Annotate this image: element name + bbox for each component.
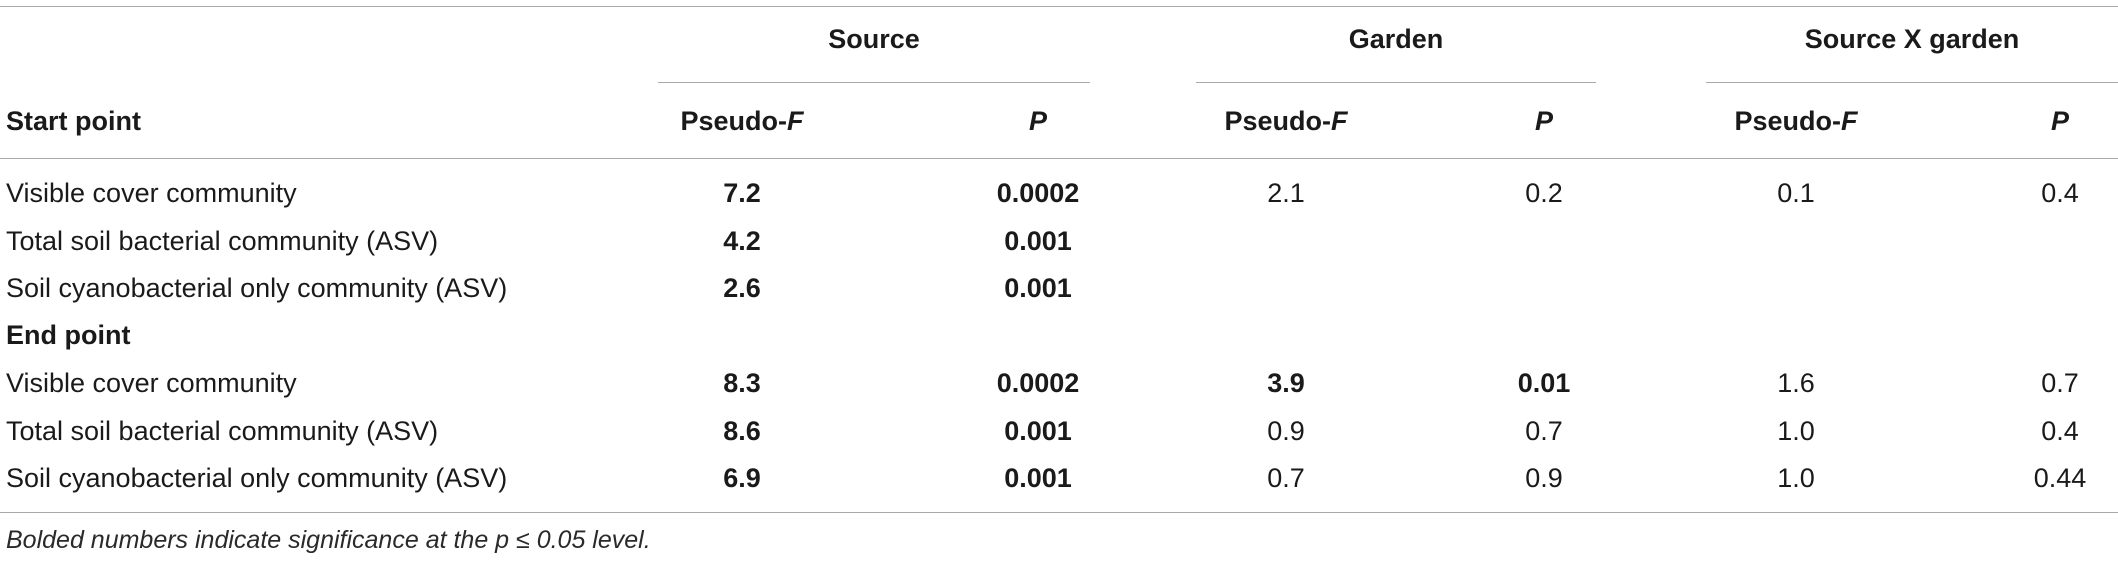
- group-header-garden: Garden: [1348, 24, 1444, 54]
- subheader-source-pseudo-f: Pseudo-F: [680, 106, 803, 136]
- stub-header: Start point: [6, 106, 141, 136]
- table-cell-garden-p: 0.7: [1525, 416, 1563, 446]
- subheader-italic: P: [2050, 106, 2070, 136]
- table-cell-source-pseudo-f: 8.3: [723, 368, 761, 398]
- bottom-rule: [0, 512, 2118, 513]
- table-cell-sxg-p: 0.7: [2041, 368, 2079, 398]
- table-footnote: Bolded numbers indicate significance at …: [6, 526, 651, 554]
- table-cell-sxg-p: 0.4: [2041, 178, 2079, 208]
- subheader-source-p: P: [1029, 106, 1047, 136]
- row-label: Soil cyanobacterial only community (ASV): [6, 273, 508, 303]
- subheader-italic: F: [787, 106, 804, 136]
- table-cell-sxg-pseudo-f: 0.1: [1777, 178, 1815, 208]
- group-underline-source-x-garden: [1706, 82, 2118, 83]
- row-label: Total soil bacterial community (ASV): [6, 416, 439, 446]
- table-cell-sxg-pseudo-f: 1.0: [1777, 416, 1815, 446]
- table-cell-sxg-pseudo-f: 1.0: [1777, 463, 1815, 493]
- table-cell-source-pseudo-f: 7.2: [723, 178, 761, 208]
- subheader-italic: F: [1331, 106, 1348, 136]
- table-cell-source-p: 0.001: [1004, 416, 1072, 446]
- subheader-text: Pseudo-: [680, 106, 788, 136]
- table-cell-garden-pseudo-f: 0.9: [1267, 416, 1305, 446]
- section-label: End point: [6, 320, 131, 350]
- subheader-italic: F: [1841, 106, 1858, 136]
- row-label: Visible cover community: [6, 178, 297, 208]
- table-cell-source-p: 0.0002: [996, 178, 1080, 208]
- group-header-source-x-garden: Source X garden: [1804, 24, 2020, 54]
- row-label: Total soil bacterial community (ASV): [6, 226, 439, 256]
- group-underline-source: [658, 82, 1090, 83]
- table-cell-sxg-p: 0.44: [2033, 463, 2087, 493]
- table-cell-source-p: 0.0002: [996, 368, 1080, 398]
- group-header-source: Source: [828, 24, 920, 54]
- top-rule: [0, 6, 2118, 7]
- subheader-text: Pseudo-: [1734, 106, 1842, 136]
- subheader-garden-pseudo-f: Pseudo-F: [1224, 106, 1347, 136]
- table-cell-sxg-pseudo-f: 1.6: [1777, 368, 1815, 398]
- row-label: Soil cyanobacterial only community (ASV): [6, 463, 508, 493]
- subheader-garden-p: P: [1535, 106, 1553, 136]
- subheader-italic: P: [1534, 106, 1554, 136]
- group-underline-garden: [1196, 82, 1596, 83]
- subheader-sxg-pseudo-f: Pseudo-F: [1734, 106, 1857, 136]
- header-rule: [0, 158, 2118, 159]
- table-cell-garden-pseudo-f: 2.1: [1267, 178, 1305, 208]
- table-cell-source-p: 0.001: [1004, 463, 1072, 493]
- table-cell-source-pseudo-f: 6.9: [723, 463, 761, 493]
- table-cell-source-pseudo-f: 2.6: [723, 273, 761, 303]
- subheader-sxg-p: P: [2051, 106, 2069, 136]
- table-cell-garden-p: 0.2: [1525, 178, 1563, 208]
- subheader-italic: P: [1028, 106, 1048, 136]
- subheader-text: Pseudo-: [1224, 106, 1332, 136]
- table-cell-source-pseudo-f: 4.2: [723, 226, 761, 256]
- table-cell-garden-p: 0.9: [1525, 463, 1563, 493]
- table-cell-sxg-p: 0.4: [2041, 416, 2079, 446]
- table-cell-source-p: 0.001: [1004, 273, 1072, 303]
- table-cell-garden-pseudo-f: 3.9: [1267, 368, 1305, 398]
- row-label: Visible cover community: [6, 368, 297, 398]
- table-cell-garden-p: 0.01: [1517, 368, 1571, 398]
- table-cell-source-pseudo-f: 8.6: [723, 416, 761, 446]
- table-cell-garden-pseudo-f: 0.7: [1267, 463, 1305, 493]
- table-cell-source-p: 0.001: [1004, 226, 1072, 256]
